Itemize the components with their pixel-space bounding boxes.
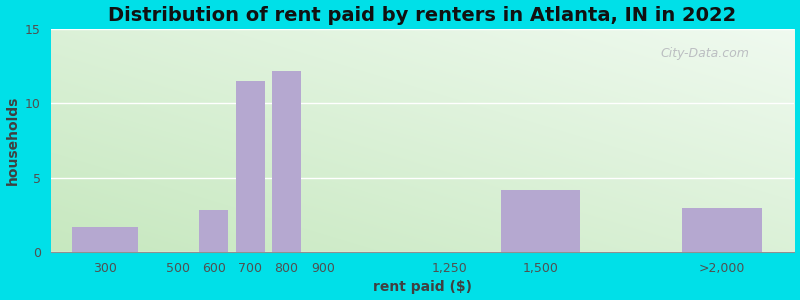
Bar bbox=[272, 70, 301, 252]
X-axis label: rent paid ($): rent paid ($) bbox=[373, 280, 472, 294]
Y-axis label: households: households bbox=[6, 96, 19, 185]
Bar bbox=[73, 227, 138, 252]
Text: City-Data.com: City-Data.com bbox=[661, 47, 750, 60]
Bar bbox=[199, 211, 229, 252]
Title: Distribution of rent paid by renters in Atlanta, IN in 2022: Distribution of rent paid by renters in … bbox=[109, 6, 737, 25]
Bar bbox=[682, 208, 762, 252]
Bar bbox=[501, 190, 580, 252]
Bar bbox=[236, 81, 265, 252]
